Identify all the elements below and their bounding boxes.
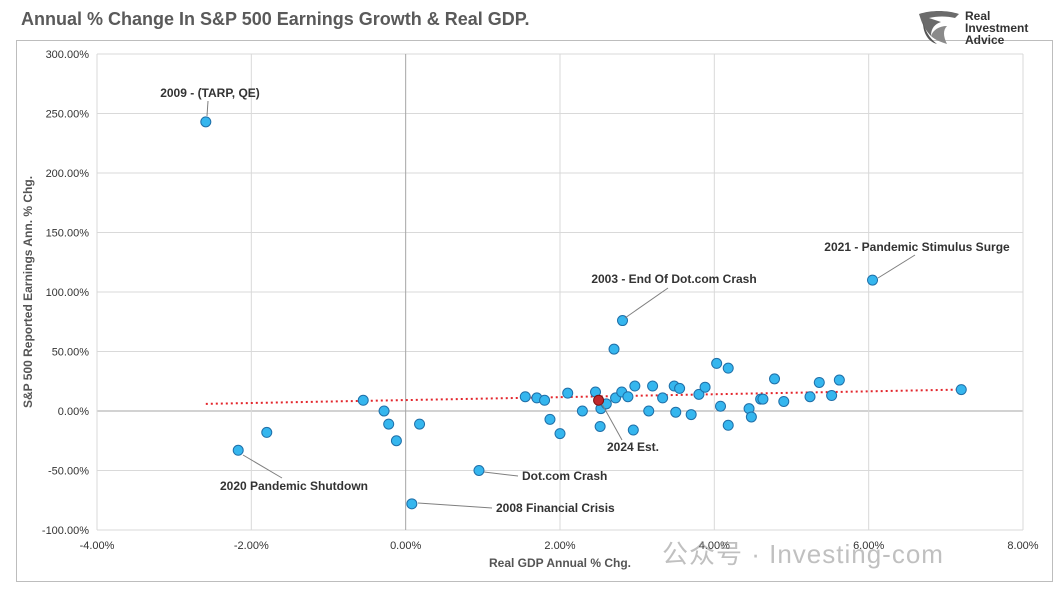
brand-name: Real Investment Advice xyxy=(965,10,1028,46)
data-point xyxy=(693,388,705,400)
x-tick-label: -4.00% xyxy=(80,540,115,552)
eagle-icon xyxy=(919,11,959,44)
data-point xyxy=(674,382,686,394)
annotation-leader xyxy=(624,287,669,319)
trendline xyxy=(205,388,962,405)
watermark: 公众号 · Investing-com xyxy=(662,539,944,569)
annotation-label: Dot.com Crash xyxy=(522,469,607,483)
trendline-path xyxy=(205,388,962,405)
annotation-label: 2008 Financial Crisis xyxy=(496,501,615,515)
grid-lines xyxy=(96,53,1024,531)
annotations: 2009 - (TARP, QE) 2021 - Pandemic Stimulu… xyxy=(160,86,1010,515)
data-point xyxy=(629,380,641,392)
y-tick-label: -100.00% xyxy=(42,525,89,537)
data-point xyxy=(519,391,531,403)
data-point xyxy=(383,418,395,430)
annotation-label: 2003 - End Of Dot.com Crash xyxy=(591,272,756,286)
data-point xyxy=(955,384,967,396)
y-tick-label: 0.00% xyxy=(58,406,89,418)
data-point xyxy=(378,405,390,417)
data-point xyxy=(757,393,769,405)
y-axis-ticks: -100.00% -50.00% 0.00% 50.00% 100.00% 150.00%… xyxy=(42,49,89,537)
data-point xyxy=(867,274,879,286)
data-point xyxy=(643,405,655,417)
annotation-leader xyxy=(206,100,209,117)
data-point xyxy=(833,374,845,386)
data-point xyxy=(670,406,682,418)
y-tick-label: 150.00% xyxy=(46,228,90,240)
data-point xyxy=(647,380,659,392)
annotation-label: 2020 Pandemic Shutdown xyxy=(220,479,368,493)
data-point xyxy=(711,357,723,369)
data-point xyxy=(685,409,697,421)
y-axis-title: S&P 500 Reported Earnings Ann. % Chg. xyxy=(21,176,35,408)
annotation-leader xyxy=(417,502,493,509)
data-point xyxy=(813,376,825,388)
data-point xyxy=(594,420,606,432)
x-tick-label: 4.00% xyxy=(699,540,730,552)
y-tick-label: 200.00% xyxy=(46,168,90,180)
x-axis-ticks: -4.00% -2.00% 0.00% 2.00% 4.00% 6.00% 8.00% xyxy=(80,540,1039,552)
data-point xyxy=(657,392,669,404)
annotation-leader xyxy=(601,403,623,441)
data-point xyxy=(539,394,551,406)
chart-title: Annual % Change In S&P 500 Earnings Grow… xyxy=(21,9,530,29)
data-point xyxy=(622,391,634,403)
data-points xyxy=(200,116,967,510)
x-tick-label: 0.00% xyxy=(390,540,421,552)
chart-frame xyxy=(16,40,1053,582)
data-point xyxy=(699,381,711,393)
data-point xyxy=(414,418,426,430)
data-point xyxy=(715,400,727,412)
data-point xyxy=(406,498,418,510)
data-point xyxy=(745,411,757,423)
data-point xyxy=(357,394,369,406)
data-point xyxy=(232,444,244,456)
data-point xyxy=(200,116,212,128)
data-point xyxy=(804,391,816,403)
brand-line-2: Investment xyxy=(965,21,1029,35)
data-point xyxy=(617,315,629,327)
brand-line-3: Advice xyxy=(965,33,1005,47)
brand-line-1: Real xyxy=(965,9,991,23)
x-tick-label: 6.00% xyxy=(853,540,884,552)
data-point xyxy=(722,362,734,374)
data-point xyxy=(608,343,620,355)
x-tick-label: 2.00% xyxy=(544,540,575,552)
y-tick-label: -50.00% xyxy=(48,466,89,478)
annotation-leader xyxy=(877,254,916,279)
y-tick-label: 300.00% xyxy=(46,49,90,61)
data-point xyxy=(544,413,556,425)
x-tick-label: 8.00% xyxy=(1007,540,1038,552)
y-tick-label: 250.00% xyxy=(46,109,90,121)
brand-logo: Real Investment Advice xyxy=(917,8,1047,50)
data-point xyxy=(778,395,790,407)
x-axis-title: Real GDP Annual % Chg. xyxy=(489,556,631,570)
x-tick-label: -2.00% xyxy=(234,540,269,552)
data-point xyxy=(722,419,734,431)
y-tick-label: 100.00% xyxy=(46,287,90,299)
data-point xyxy=(826,390,838,402)
annotation-label: 2009 - (TARP, QE) xyxy=(160,86,260,100)
data-point xyxy=(562,387,574,399)
data-point xyxy=(769,373,781,385)
data-point xyxy=(627,424,639,436)
annotation-label: 2024 Est. xyxy=(607,440,659,454)
data-point xyxy=(554,428,566,440)
annotation-leader xyxy=(483,471,519,477)
data-point xyxy=(576,405,588,417)
annotation-leader xyxy=(242,454,283,479)
y-tick-label: 50.00% xyxy=(52,347,90,359)
data-point xyxy=(390,435,402,447)
annotation-label: 2021 - Pandemic Stimulus Surge xyxy=(824,240,1010,254)
data-point xyxy=(473,465,485,476)
highlight-point xyxy=(593,394,605,406)
data-point xyxy=(261,426,273,438)
